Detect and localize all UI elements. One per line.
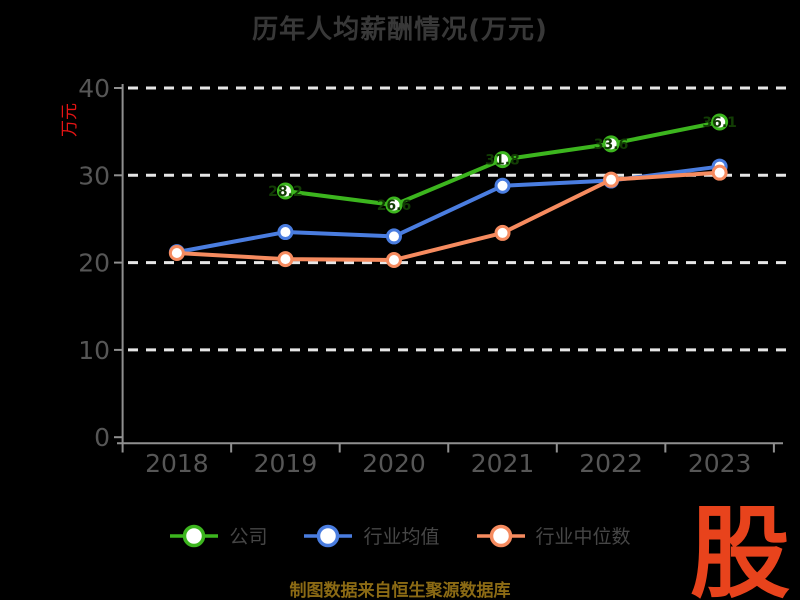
x-tick-label-2022: 2022: [579, 449, 643, 478]
data-source-caption: 制图数据来自恒生聚源数据库: [289, 581, 511, 600]
legend-label-industry-median: 行业中位数: [535, 526, 631, 548]
series-industry-median-point-2021: [494, 224, 511, 241]
x-tick-label-2020: 2020: [362, 449, 426, 478]
y-tick-label-0: 0: [94, 423, 110, 452]
logo-gu-watermark: 股: [690, 495, 790, 600]
legend-marker-industry-mean-icon: [304, 524, 353, 547]
legend-marker-company-icon: [170, 524, 219, 547]
legend: 公司 行业均值 行业中位数: [0, 522, 800, 549]
series-company-point-label-2023: 36.1: [702, 115, 737, 131]
legend-item-company: 公司: [169, 522, 267, 549]
series-company-point-2022: [602, 135, 620, 153]
y-tick-label-40: 40: [78, 74, 110, 103]
legend-marker-industry-median-icon: [476, 524, 525, 547]
x-tick-label-2023: 2023: [688, 449, 752, 478]
series-company-point-2019: [276, 182, 294, 200]
series-industry-median-point-2018: [168, 244, 185, 261]
series-company-point-label-2021: 31.8: [485, 153, 520, 169]
chart-title: 历年人均薪酬情况(万元): [252, 15, 548, 45]
series-industry-median-point-2020: [385, 251, 402, 268]
series-industry-mean-point-2021: [494, 177, 511, 194]
x-tick-label-2019: 2019: [254, 449, 318, 478]
series-industry-mean-point-2019: [277, 224, 294, 241]
y-tick-label-20: 20: [78, 249, 110, 278]
x-tick-label-2018: 2018: [145, 449, 209, 478]
series-company-point-2023: [711, 113, 729, 131]
series-industry-median-point-2019: [277, 251, 294, 268]
series-company-point-2020: [385, 196, 403, 214]
legend-label-company: 公司: [229, 526, 268, 548]
legend-item-industry-mean: 行业均值: [303, 522, 440, 549]
series-company-point-label-2019: 28.2: [268, 184, 303, 200]
y-tick-label-10: 10: [78, 336, 110, 365]
y-tick-label-30: 30: [78, 161, 110, 190]
series-industry-median-line: [174, 170, 722, 262]
series-industry-median-point-2022: [603, 171, 620, 188]
legend-label-industry-mean: 行业均值: [363, 526, 440, 548]
series-industry-mean-point-2020: [385, 228, 402, 245]
series-company-point-2021: [494, 151, 512, 169]
series-industry-median-point-2023: [711, 164, 728, 181]
x-tick-label-2021: 2021: [471, 449, 535, 478]
series-company-point-label-2022: 33.6: [594, 137, 629, 153]
legend-item-industry-median: 行业中位数: [476, 522, 631, 549]
series-company-point-label-2020: 26.6: [377, 198, 412, 214]
